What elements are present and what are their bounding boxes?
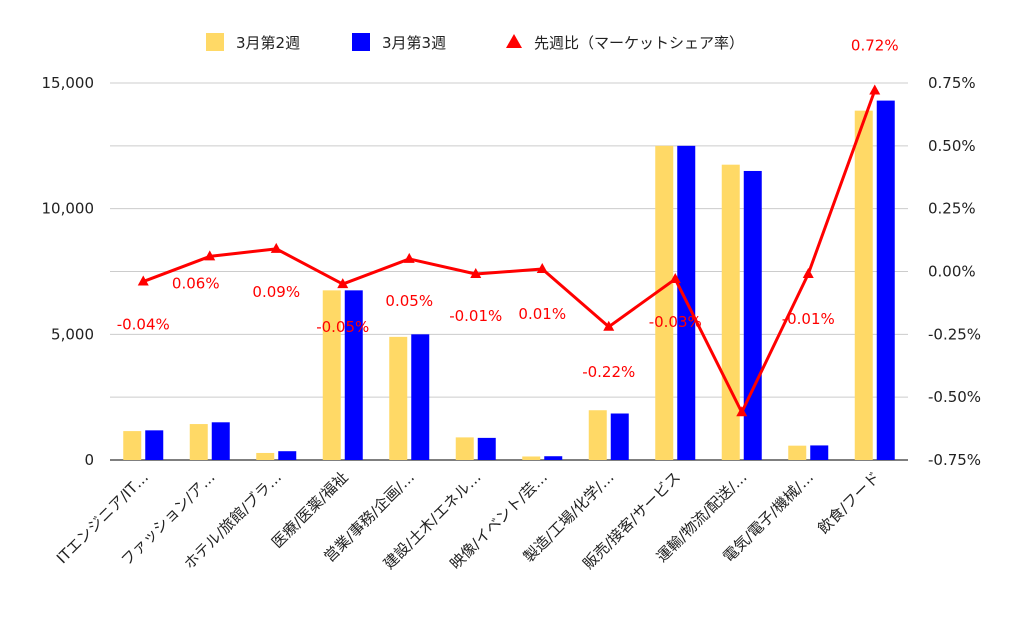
data-label: -0.03%	[649, 313, 702, 331]
bar	[876, 100, 895, 461]
left-tick-label: 15,000	[42, 74, 95, 92]
line-point	[736, 406, 748, 417]
right-tick-label: -0.25%	[928, 325, 981, 343]
bar	[145, 430, 164, 460]
legend-triangle-icon	[506, 34, 522, 48]
legend-swatch	[352, 33, 370, 51]
legend-label: 3月第2週	[236, 34, 300, 52]
legend-label: 先週比（マーケットシェア率）	[534, 34, 744, 52]
data-label: 0.05%	[385, 292, 433, 310]
right-tick-label: 0.00%	[928, 263, 976, 281]
right-tick-label: 0.75%	[928, 74, 976, 92]
line-point	[470, 268, 482, 279]
line-point	[536, 262, 548, 273]
legend: 3月第2週 3月第3週 先週比（マーケットシェア率）	[206, 33, 744, 52]
right-tick-label: 0.25%	[928, 200, 976, 218]
bar-series	[123, 100, 895, 461]
data-label: -0.01%	[782, 310, 835, 328]
left-tick-label: 10,000	[42, 200, 95, 218]
bar	[522, 456, 541, 460]
right-tick-label: 0.50%	[928, 137, 976, 155]
line-point	[270, 242, 282, 253]
data-label: 0.01%	[518, 305, 566, 323]
category-labels: ITエンジニア/IT…ファッション/ア…ホテル/旅館/ブラ…医療/医薬/福祉営業…	[53, 468, 884, 573]
bar	[322, 290, 341, 460]
left-axis-ticks: 0 5,000 10,000 15,000	[42, 74, 95, 469]
legend-label: 3月第3週	[382, 34, 446, 52]
data-label: -0.05%	[316, 318, 369, 336]
line-point	[337, 278, 349, 289]
bar	[477, 437, 496, 460]
data-label: 0.09%	[252, 283, 300, 301]
bar	[455, 437, 474, 460]
right-tick-label: -0.75%	[928, 451, 981, 469]
line-point	[802, 268, 814, 279]
bar	[123, 431, 142, 460]
right-axis-ticks: -0.75% -0.50% -0.25% 0.00% 0.25% 0.50% 0.75%	[928, 74, 981, 469]
bar	[743, 170, 762, 460]
line-point	[603, 320, 615, 331]
left-tick-label: 5,000	[51, 325, 94, 343]
series-line	[142, 90, 877, 414]
bar	[278, 451, 297, 460]
bar	[788, 445, 807, 460]
left-tick-label: 0	[84, 451, 94, 469]
bar	[389, 336, 408, 460]
data-label: -0.22%	[582, 363, 635, 381]
bar	[721, 164, 740, 460]
line-point	[403, 252, 415, 263]
bar	[544, 456, 563, 460]
line-series: -0.04% 0.06% 0.09% -0.05% 0.05% -0.01% 0.01% -0…	[117, 37, 899, 417]
data-label: -0.04%	[117, 316, 170, 334]
data-label: 0.06%	[172, 274, 220, 292]
line-point	[204, 250, 216, 261]
bar	[189, 424, 208, 460]
data-label: 0.72%	[851, 37, 899, 55]
bar	[211, 422, 230, 460]
bar	[810, 445, 829, 460]
bar	[854, 110, 873, 460]
right-tick-label: -0.50%	[928, 388, 981, 406]
bar	[344, 290, 363, 460]
bar	[655, 145, 674, 461]
data-label: -0.01%	[449, 307, 502, 325]
legend-swatch	[206, 33, 224, 51]
line-point	[869, 84, 881, 95]
line-point	[137, 275, 149, 286]
bar	[610, 413, 629, 460]
category-label: 飲食/フード	[814, 468, 883, 537]
line-point	[669, 273, 681, 284]
bar	[256, 452, 275, 460]
bar	[588, 410, 607, 460]
bar	[411, 334, 430, 460]
gridlines	[110, 82, 908, 461]
